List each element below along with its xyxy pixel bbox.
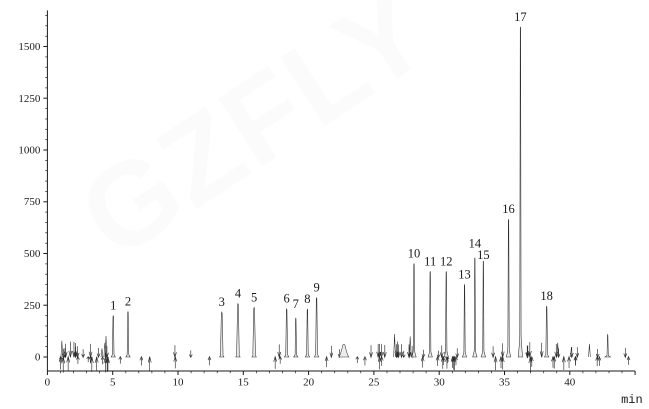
svg-text:750: 750 — [24, 196, 41, 208]
svg-text:15: 15 — [477, 248, 490, 262]
svg-text:11: 11 — [424, 254, 436, 268]
svg-text:30: 30 — [434, 377, 446, 389]
svg-text:250: 250 — [24, 300, 41, 312]
svg-text:2: 2 — [125, 294, 131, 308]
svg-text:16: 16 — [502, 202, 515, 216]
svg-text:GZFLY: GZFLY — [57, 0, 453, 284]
svg-text:8: 8 — [304, 292, 310, 306]
svg-text:10: 10 — [408, 246, 421, 260]
svg-text:12: 12 — [440, 254, 453, 268]
svg-text:3: 3 — [219, 295, 225, 309]
svg-text:5: 5 — [110, 377, 116, 389]
svg-text:500: 500 — [24, 248, 41, 260]
svg-text:1250: 1250 — [18, 93, 41, 105]
svg-text:7: 7 — [293, 297, 299, 311]
svg-text:13: 13 — [458, 267, 471, 281]
svg-text:10: 10 — [173, 377, 185, 389]
svg-text:20: 20 — [303, 377, 315, 389]
svg-text:0: 0 — [35, 352, 41, 364]
svg-text:15: 15 — [238, 377, 250, 389]
svg-text:9: 9 — [313, 281, 319, 295]
svg-text:5: 5 — [251, 291, 257, 305]
svg-text:25: 25 — [368, 377, 380, 389]
svg-text:1: 1 — [110, 298, 116, 312]
svg-text:6: 6 — [284, 292, 290, 306]
svg-text:1500: 1500 — [18, 41, 41, 53]
svg-text:4: 4 — [235, 287, 242, 301]
svg-text:18: 18 — [540, 289, 553, 303]
svg-text:17: 17 — [514, 10, 527, 24]
svg-text:1000: 1000 — [18, 145, 41, 157]
svg-text:40: 40 — [564, 377, 576, 389]
svg-text:min: min — [621, 393, 643, 407]
svg-text:0: 0 — [45, 377, 51, 389]
svg-text:35: 35 — [499, 377, 511, 389]
